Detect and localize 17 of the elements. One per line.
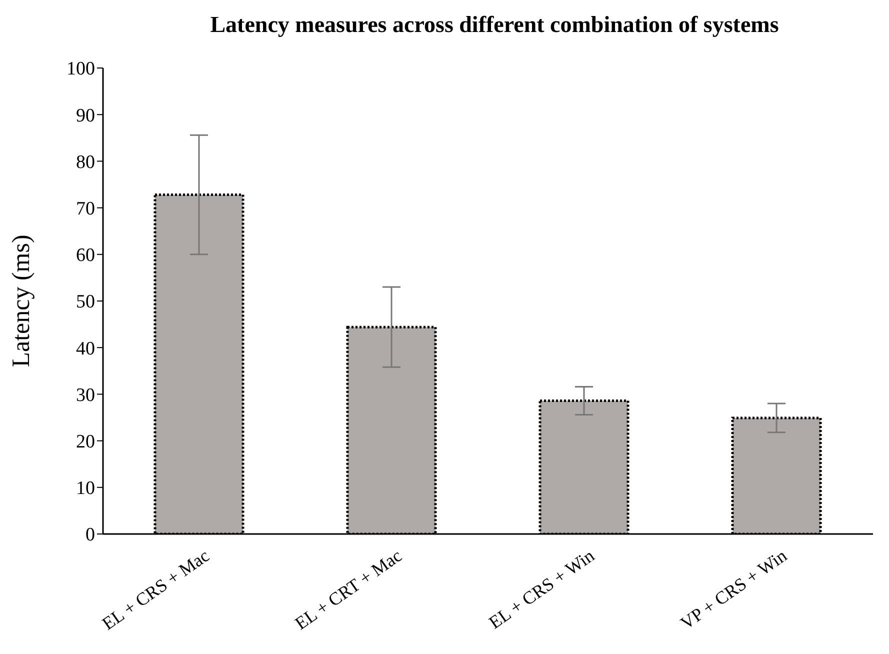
y-tick-label: 30 — [76, 384, 95, 406]
y-tick-label: 60 — [76, 245, 95, 266]
y-tick-label: 70 — [76, 198, 95, 220]
y-tick-label: 90 — [76, 105, 95, 126]
x-tick-label: EL + CRS + Mac — [98, 545, 213, 634]
y-tick-label: 0 — [86, 524, 95, 546]
x-tick-label: EL + CRT + Mac — [291, 545, 406, 634]
y-tick-label: 80 — [76, 152, 95, 173]
y-tick-label: 100 — [66, 58, 95, 80]
x-tick-label: VP + CRS + Win — [676, 545, 790, 634]
x-tick-label: EL + CRS + Win — [485, 545, 598, 633]
y-tick-label: 20 — [76, 432, 95, 453]
y-tick-label: 10 — [76, 478, 95, 500]
y-tick-label: 40 — [76, 338, 95, 360]
chart-title: Latency measures across different combination of systems — [209, 12, 780, 38]
y-tick-label: 50 — [76, 292, 95, 313]
y-axis-title: Latency (ms) — [8, 234, 35, 368]
